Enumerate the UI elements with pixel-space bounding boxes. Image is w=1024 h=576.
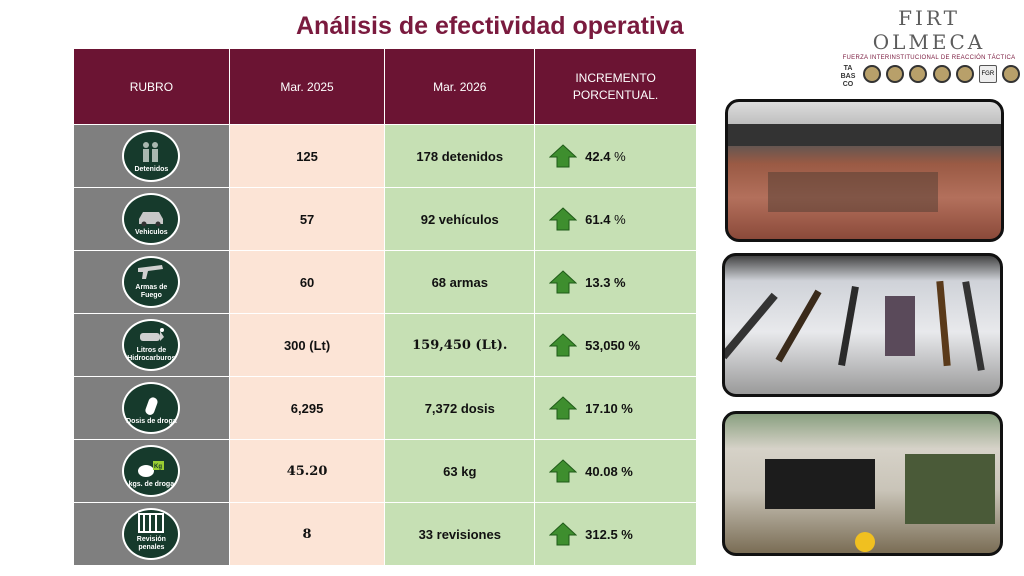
prev-year-value: 57 xyxy=(228,187,386,251)
effectiveness-table: RUBRO Mar. 2025 Mar. 2026 INCREMENTO POR… xyxy=(73,48,697,566)
curr-year-value: 33 revisiones xyxy=(384,502,536,566)
prev-year-value: 6,295 xyxy=(228,376,386,440)
rubro-label: Litros de Hidrocarburos xyxy=(127,347,176,362)
increment-cell: 61.4 % xyxy=(534,187,697,251)
prison-icon: Revisión penales xyxy=(122,508,181,560)
rubro-cell: Revisión penales xyxy=(73,502,230,566)
fuel-icon: Litros de Hidrocarburos xyxy=(122,319,181,371)
up-arrow-icon xyxy=(549,333,578,357)
curr-year-value: 63 kg xyxy=(384,439,536,503)
rubro-label: kgs. de droga xyxy=(128,481,175,488)
curr-year-value: 92 vehículos xyxy=(384,187,536,251)
rubro-cell: Vehiculos xyxy=(73,187,230,251)
increment-value: 40.08 % xyxy=(585,463,633,479)
up-arrow-icon xyxy=(549,207,578,231)
photo-seized-vests xyxy=(722,411,1003,556)
rubro-label: Armas de Fuego xyxy=(135,284,168,299)
rubro-label: Revisión penales xyxy=(136,536,166,551)
increment-cell: 312.5 % xyxy=(534,502,697,566)
firearm-icon: Armas de Fuego xyxy=(122,256,181,308)
page-title: Análisis de efectividad operativa xyxy=(296,12,684,40)
increment-cell: 40.08 % xyxy=(534,439,697,503)
increment-value: 42.4 xyxy=(585,148,611,164)
prev-year-value: 300 (Lt) xyxy=(228,313,386,377)
tabasco-logo: TA BAS CO xyxy=(840,65,856,88)
increment-unit: % xyxy=(610,148,626,164)
up-arrow-icon xyxy=(549,396,578,420)
vehicle-icon: Vehiculos xyxy=(122,193,181,245)
table-row: Detenidos 125 178 detenidos 42.4 % xyxy=(73,124,697,188)
curr-year-value: 68 armas xyxy=(384,250,536,314)
star-badge-logo xyxy=(955,65,974,83)
prev-year-value: 8 xyxy=(228,502,386,566)
table-row: Kg kgs. de droga 45.20 63 kg 40.08 % xyxy=(73,439,697,503)
increment-cell: 53,050 % xyxy=(534,313,697,377)
up-arrow-icon xyxy=(549,270,578,294)
curr-year-value: 178 detenidos xyxy=(384,124,536,188)
seal-logo-5 xyxy=(1001,65,1020,83)
table-row: Litros de Hidrocarburos 300 (Lt) 159,450 (… xyxy=(73,313,697,377)
photo-seized-items xyxy=(725,99,1004,242)
up-arrow-icon xyxy=(549,522,578,546)
curr-year-value: 159,450 (Lt). xyxy=(384,313,536,377)
prev-year-value: 45.20 xyxy=(228,439,386,503)
drug-dose-icon: Dosis de droga xyxy=(122,382,181,434)
increment-value: 17.10 % xyxy=(585,400,633,416)
header-prev-year: Mar. 2025 xyxy=(228,48,386,125)
drug-kg-icon: Kg kgs. de droga xyxy=(122,445,181,497)
increment-cell: 13.3 % xyxy=(534,250,697,314)
increment-cell: 42.4 % xyxy=(534,124,697,188)
prev-year-value: 60 xyxy=(228,250,386,314)
increment-value: 13.3 % xyxy=(585,274,626,290)
table-row: Dosis de droga 6,295 7,372 dosis 17.10 % xyxy=(73,376,697,440)
seal-logo-1 xyxy=(863,65,882,83)
institution-logos: TA BAS CO FGR xyxy=(838,65,1020,88)
increment-value: 61.4 xyxy=(585,211,611,227)
rubro-cell: Litros de Hidrocarburos xyxy=(73,313,230,377)
rubro-label: Vehiculos xyxy=(135,229,168,236)
seal-logo-4 xyxy=(932,65,951,83)
rubro-cell: Kg kgs. de droga xyxy=(73,439,230,503)
increment-value: 312.5 % xyxy=(585,526,633,542)
rubro-cell: Detenidos xyxy=(73,124,230,188)
curr-year-value: 7,372 dosis xyxy=(384,376,536,440)
header-curr-year: Mar. 2026 xyxy=(384,48,536,125)
seal-logo-2 xyxy=(886,65,905,83)
increment-unit: % xyxy=(610,211,626,227)
prev-year-value: 125 xyxy=(228,124,386,188)
rubro-cell: Armas de Fuego xyxy=(73,250,230,314)
header-rubro: RUBRO xyxy=(73,48,230,125)
photo-seized-firearms xyxy=(722,253,1003,397)
up-arrow-icon xyxy=(549,459,578,483)
rubro-label: Dosis de droga xyxy=(126,418,177,425)
detainees-icon: Detenidos xyxy=(122,130,181,182)
header-increment: INCREMENTO PORCENTUAL. xyxy=(534,48,697,125)
svg-text:Kg: Kg xyxy=(154,464,162,470)
table-row: Revisión penales 8 33 revisiones 312.5 % xyxy=(73,502,697,566)
table-header-row: RUBRO Mar. 2025 Mar. 2026 INCREMENTO POR… xyxy=(73,48,697,125)
rubro-label: Detenidos xyxy=(134,166,169,173)
increment-value: 53,050 % xyxy=(585,337,641,353)
increment-cell: 17.10 % xyxy=(534,376,697,440)
seal-logo-3 xyxy=(909,65,928,83)
brand-subtitle: FUERZA INTERINSTITUCIONAL DE REACCIÓN TÁ… xyxy=(842,55,1016,61)
rubro-cell: Dosis de droga xyxy=(73,376,230,440)
table-row: Vehiculos 57 92 vehículos 61.4 % xyxy=(73,187,697,251)
up-arrow-icon xyxy=(549,144,578,168)
brand-block: FIRT OLMECA FUERZA INTERINSTITUCIONAL DE… xyxy=(838,6,1020,88)
brand-name: FIRT OLMECA xyxy=(872,6,986,54)
fgr-logo: FGR xyxy=(978,65,997,83)
table-row: Armas de Fuego 60 68 armas 13.3 % xyxy=(73,250,697,314)
